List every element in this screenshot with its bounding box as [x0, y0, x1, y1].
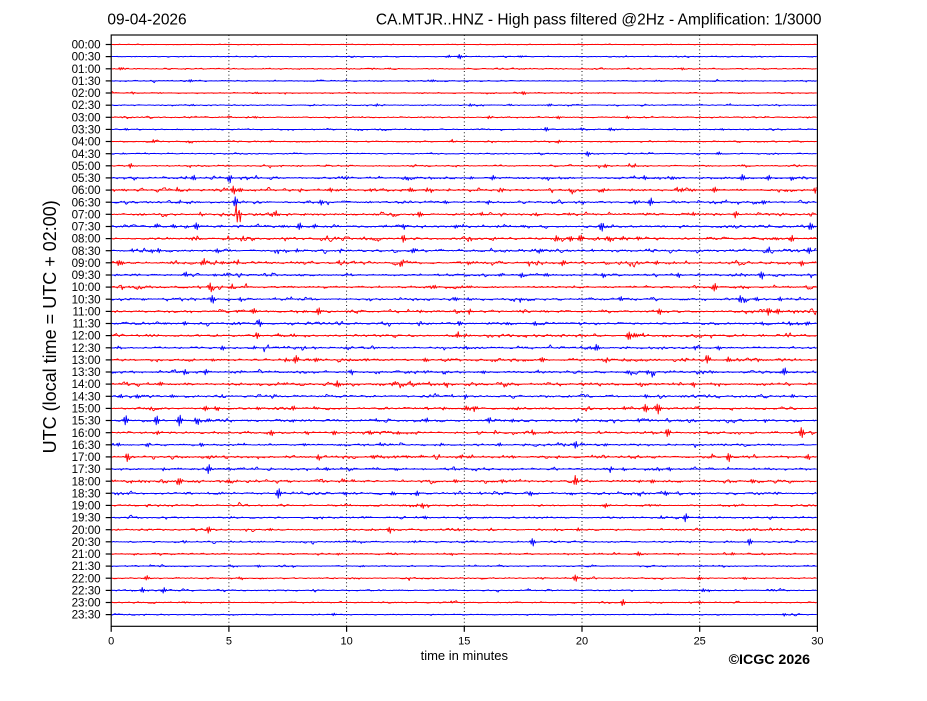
svg-text:04:00: 04:00 — [72, 136, 101, 149]
svg-text:23:30: 23:30 — [72, 609, 101, 622]
svg-text:02:30: 02:30 — [72, 99, 101, 112]
svg-text:25: 25 — [694, 636, 706, 648]
svg-text:14:30: 14:30 — [72, 390, 101, 403]
svg-text:08:00: 08:00 — [72, 233, 101, 246]
svg-text:11:00: 11:00 — [72, 306, 100, 319]
svg-text:20: 20 — [576, 636, 588, 648]
svg-text:09-04-2026: 09-04-2026 — [107, 12, 186, 29]
svg-text:CA.MTJR..HNZ - High pass filte: CA.MTJR..HNZ - High pass filtered @2Hz -… — [376, 12, 822, 29]
svg-text:01:00: 01:00 — [72, 63, 101, 76]
svg-text:19:30: 19:30 — [72, 512, 101, 525]
svg-text:15: 15 — [458, 636, 470, 648]
svg-text:06:30: 06:30 — [72, 196, 101, 209]
svg-text:23:00: 23:00 — [72, 597, 101, 610]
svg-text:05:00: 05:00 — [72, 160, 101, 173]
svg-text:12:30: 12:30 — [72, 342, 101, 355]
svg-text:16:00: 16:00 — [72, 427, 101, 440]
svg-text:18:00: 18:00 — [72, 475, 101, 488]
svg-text:13:30: 13:30 — [72, 366, 101, 379]
svg-text:06:00: 06:00 — [72, 184, 101, 197]
svg-text:time in minutes: time in minutes — [421, 648, 509, 663]
svg-text:08:30: 08:30 — [72, 245, 101, 258]
svg-text:13:00: 13:00 — [72, 354, 101, 367]
svg-text:04:30: 04:30 — [72, 148, 101, 161]
svg-text:22:00: 22:00 — [72, 572, 101, 585]
svg-text:22:30: 22:30 — [72, 585, 101, 598]
svg-text:07:00: 07:00 — [72, 208, 101, 221]
svg-text:©ICGC 2026: ©ICGC 2026 — [729, 652, 811, 668]
svg-text:12:00: 12:00 — [72, 330, 101, 343]
svg-text:09:30: 09:30 — [72, 269, 101, 282]
svg-text:0: 0 — [108, 636, 114, 648]
svg-text:09:00: 09:00 — [72, 257, 101, 270]
svg-text:03:30: 03:30 — [72, 124, 101, 137]
svg-text:5: 5 — [226, 636, 232, 648]
svg-text:21:00: 21:00 — [72, 548, 101, 561]
svg-text:02:00: 02:00 — [72, 87, 101, 100]
svg-text:15:30: 15:30 — [72, 415, 101, 428]
svg-text:16:30: 16:30 — [72, 439, 101, 452]
svg-text:00:30: 00:30 — [72, 51, 101, 64]
svg-text:20:30: 20:30 — [72, 536, 101, 549]
svg-text:30: 30 — [811, 636, 823, 648]
svg-text:10: 10 — [340, 636, 352, 648]
svg-text:UTC (local time = UTC + 02:00): UTC (local time = UTC + 02:00) — [40, 200, 60, 453]
svg-text:05:30: 05:30 — [72, 172, 101, 185]
svg-text:11:30: 11:30 — [72, 318, 100, 331]
svg-text:17:30: 17:30 — [72, 463, 101, 476]
svg-text:15:00: 15:00 — [72, 403, 101, 416]
svg-text:19:00: 19:00 — [72, 500, 101, 513]
svg-text:20:00: 20:00 — [72, 524, 101, 537]
svg-text:10:30: 10:30 — [72, 293, 101, 306]
svg-text:00:00: 00:00 — [72, 39, 101, 52]
svg-text:03:00: 03:00 — [72, 111, 101, 124]
svg-text:14:00: 14:00 — [72, 378, 101, 391]
svg-text:10:00: 10:00 — [72, 281, 101, 294]
svg-text:17:00: 17:00 — [72, 451, 101, 464]
svg-text:21:30: 21:30 — [72, 560, 101, 573]
svg-text:01:30: 01:30 — [72, 75, 101, 88]
svg-text:18:30: 18:30 — [72, 487, 101, 500]
svg-text:07:30: 07:30 — [72, 221, 101, 234]
